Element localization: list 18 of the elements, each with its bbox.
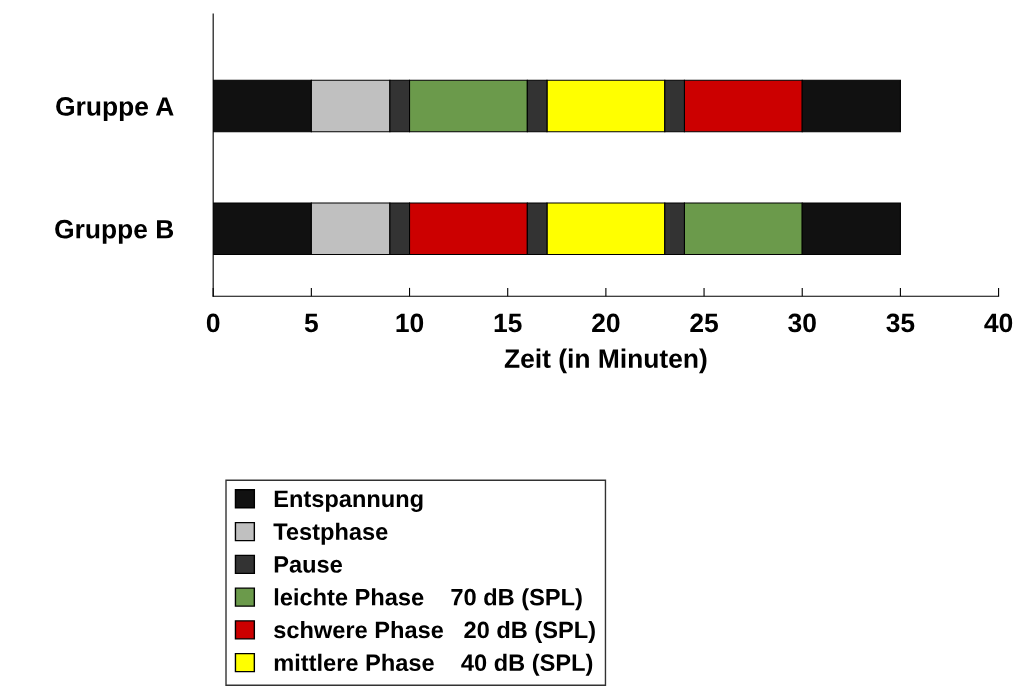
x-tick-label: 30 <box>788 313 816 333</box>
x-tick-label: 5 <box>304 313 318 333</box>
legend-label: mittlere Phase 40 dB (SPL) <box>274 653 593 676</box>
x-tick-label: 35 <box>886 313 915 333</box>
x-axis-title: Zeit (in Minuten) <box>504 348 707 374</box>
legend-label: leichte Phase 70 dB (SPL) <box>274 588 582 611</box>
x-tick-label: 10 <box>396 313 424 333</box>
legend-label: Pause <box>274 556 342 573</box>
y-tick-label: Gruppe B <box>55 219 174 244</box>
x-tick-label: 15 <box>494 313 522 333</box>
legend-label: schwere Phase 20 dB (SPL) <box>274 620 595 643</box>
x-tick-label: 20 <box>592 313 620 333</box>
legend-label: Testphase <box>273 522 388 545</box>
x-tick-label: 0 <box>206 313 220 333</box>
y-tick-label: Gruppe A <box>56 97 174 122</box>
x-tick-label: 25 <box>690 313 718 333</box>
legend-label: Entspannung <box>274 490 423 512</box>
x-tick-label: 40 <box>984 313 1013 333</box>
